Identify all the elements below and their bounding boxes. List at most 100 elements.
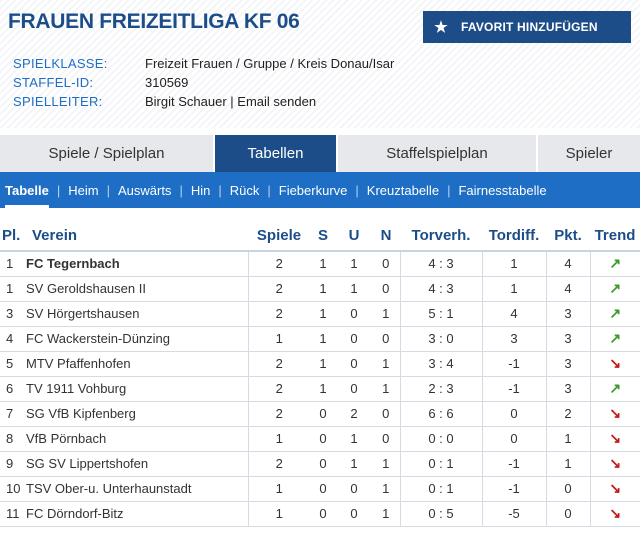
team-name[interactable]: SG SV Lippertshofen [26, 451, 248, 477]
tab-spiele[interactable]: Spiele / Spielplan [0, 135, 215, 172]
goal-ratio: 0 : 5 [399, 501, 482, 527]
rank: 4 [0, 326, 26, 352]
wins: 1 [310, 351, 336, 377]
trend-cell: ↘ [589, 451, 640, 477]
points: 0 [545, 476, 590, 502]
draws: 0 [336, 326, 372, 352]
points: 2 [545, 401, 590, 427]
team-name[interactable]: SG VfB Kipfenberg [26, 401, 248, 427]
standings-table: Pl. Verein Spiele S U N Torverh. Tordiff… [0, 220, 640, 527]
goal-difference: 0 [481, 426, 546, 452]
col-header-trend: Trend [590, 220, 640, 252]
points: 3 [545, 326, 590, 352]
rank: 8 [0, 426, 26, 452]
team-name[interactable]: SV Hörgertshausen [26, 301, 248, 327]
goal-difference: 1 [481, 276, 546, 302]
table-row: 6 TV 1911 Vohburg 2 1 0 1 2 : 3 -1 3 ↗ [0, 376, 640, 402]
points: 3 [545, 376, 590, 402]
games-played: 1 [247, 476, 310, 502]
team-name[interactable]: FC Wackerstein-Dünzing [26, 326, 248, 352]
col-header-s: S [310, 220, 336, 252]
games-played: 1 [247, 501, 310, 527]
wins: 1 [310, 276, 336, 302]
tab-tabellen[interactable]: Tabellen [215, 135, 338, 172]
col-header-spiele: Spiele [248, 220, 310, 252]
goal-ratio: 0 : 1 [399, 451, 482, 477]
table-row: 10 TSV Ober-u. Unterhaunstadt 1 0 0 1 0 : 1 -1 0… [0, 476, 640, 502]
table-row: 4 FC Wackerstein-Dünzing 1 1 0 0 3 : 0 3 3 ↗ [0, 326, 640, 352]
separator: | [230, 94, 234, 109]
draws: 0 [336, 476, 372, 502]
draws: 1 [336, 451, 372, 477]
goal-difference: -5 [481, 501, 546, 527]
draws: 2 [336, 401, 372, 427]
team-name[interactable]: VfB Pörnbach [26, 426, 248, 452]
trend-down-icon: ↘ [609, 455, 622, 471]
team-name[interactable]: FC Dörndorf-Bitz [26, 501, 248, 527]
subnav-auswaerts[interactable]: Auswärts [117, 182, 172, 198]
info-row-spielklasse: SPIELKLASSE: Freizeit Frauen / Gruppe / … [13, 54, 394, 73]
send-email-link[interactable]: Email senden [237, 94, 317, 109]
col-header-u: U [336, 220, 372, 252]
subnav-tabelle[interactable]: Tabelle [5, 182, 49, 208]
goal-ratio: 4 : 3 [399, 251, 482, 277]
trend-cell: ↗ [589, 376, 640, 402]
wins: 1 [310, 326, 336, 352]
col-header-tordiff: Tordiff. [482, 220, 546, 252]
trend-down-icon: ↘ [609, 505, 622, 521]
trend-cell: ↗ [589, 326, 640, 352]
tab-spieler[interactable]: Spieler [565, 145, 613, 162]
games-played: 2 [247, 251, 310, 277]
table-row: 9 SG SV Lippertshofen 2 0 1 1 0 : 1 -1 1 ↘ [0, 451, 640, 477]
star-icon: ★ [434, 19, 448, 36]
subnav-fieberkurve[interactable]: Fieberkurve [278, 182, 348, 198]
wins: 0 [310, 426, 336, 452]
subnav-hin[interactable]: Hin [190, 182, 211, 198]
goal-difference: -1 [481, 451, 546, 477]
draws: 0 [336, 376, 372, 402]
team-name[interactable]: TSV Ober-u. Unterhaunstadt [26, 476, 248, 502]
team-name[interactable]: SV Geroldshausen II [26, 276, 248, 302]
add-favorite-button[interactable]: ★ FAVORIT HINZUFÜGEN [423, 11, 631, 43]
col-header-pl: Pl. [0, 220, 26, 252]
info-value: Freizeit Frauen / Gruppe / Kreis Donau/I… [145, 56, 395, 71]
trend-up-icon: ↗ [609, 305, 622, 321]
table-row: 7 SG VfB Kipfenberg 2 0 2 0 6 : 6 0 2 ↘ [0, 401, 640, 427]
points: 1 [545, 451, 590, 477]
table-row: 3 SV Hörgertshausen 2 1 0 1 5 : 1 4 3 ↗ [0, 301, 640, 327]
subnav-fairnesstabelle[interactable]: Fairnesstabelle [458, 182, 547, 198]
info-key: SPIELLEITER: [13, 94, 103, 109]
trend-cell: ↗ [589, 301, 640, 327]
points: 4 [545, 251, 590, 277]
team-name[interactable]: TV 1911 Vohburg [26, 376, 248, 402]
rank: 7 [0, 401, 26, 427]
subnav-separator: | [447, 182, 451, 198]
trend-up-icon: ↗ [609, 330, 622, 346]
tab-staffelspielplan[interactable]: Staffelspielplan [338, 135, 538, 172]
organizer-name: Birgit Schauer [145, 94, 227, 109]
games-played: 2 [247, 451, 310, 477]
trend-cell: ↗ [589, 251, 640, 277]
wins: 0 [310, 451, 336, 477]
goal-ratio: 3 : 0 [399, 326, 482, 352]
table-row: 8 VfB Pörnbach 1 0 1 0 0 : 0 0 1 ↘ [0, 426, 640, 452]
rank: 10 [0, 476, 26, 502]
goal-ratio: 2 : 3 [399, 376, 482, 402]
trend-down-icon: ↘ [609, 480, 622, 496]
draws: 0 [336, 351, 372, 377]
team-name[interactable]: MTV Pfaffenhofen [26, 351, 248, 377]
subnav-separator: | [179, 182, 183, 198]
wins: 0 [310, 476, 336, 502]
team-name[interactable]: FC Tegernbach [26, 251, 248, 277]
losses: 1 [372, 301, 400, 327]
add-favorite-label: FAVORIT HINZUFÜGEN [461, 20, 598, 34]
subnav-rueck[interactable]: Rück [229, 182, 260, 198]
table-subnav: Tabelle | Heim | Auswärts | Hin | Rück |… [0, 172, 640, 208]
subnav-kreuztabelle[interactable]: Kreuztabelle [366, 182, 440, 198]
info-key: STAFFEL-ID: [13, 75, 94, 90]
draws: 1 [336, 426, 372, 452]
subnav-heim[interactable]: Heim [68, 182, 99, 198]
losses: 0 [372, 326, 400, 352]
info-key: SPIELKLASSE: [13, 56, 108, 71]
goal-difference: -1 [481, 376, 546, 402]
